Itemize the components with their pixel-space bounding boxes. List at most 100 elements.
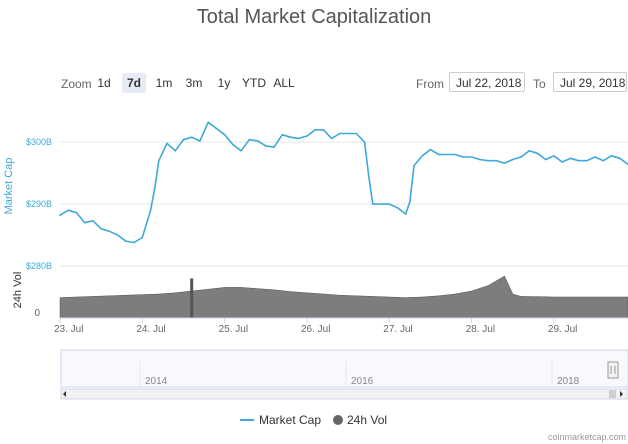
zoom-1d-button[interactable]: 1d — [97, 76, 111, 90]
market-cap-point — [561, 161, 563, 163]
legend-vol-label[interactable]: 24h Vol — [347, 413, 387, 427]
x-tick-label: 28. Jul — [466, 324, 495, 335]
market-cap-point — [372, 203, 374, 205]
market-cap-point — [479, 158, 481, 161]
market-cap-point — [314, 129, 317, 131]
credit-link[interactable]: coinmarketcap.com — [548, 432, 626, 442]
navigator-label-2018: 2018 — [557, 376, 580, 387]
market-cap-point — [586, 159, 588, 162]
market-cap-point — [133, 241, 135, 244]
market-cap-point — [388, 203, 391, 205]
vol-axis-title: 24h Vol — [12, 272, 24, 309]
market-cap-point — [149, 209, 152, 212]
market-cap-point — [363, 141, 366, 143]
market-cap-point — [544, 158, 547, 161]
market-cap-point — [487, 159, 489, 162]
scroll-right-icon[interactable] — [620, 391, 623, 397]
market-cap-point — [281, 133, 284, 136]
market-cap-point — [207, 121, 209, 124]
market-cap-point — [339, 132, 341, 135]
navigator-scrollbar[interactable] — [60, 388, 628, 400]
market-cap-point — [273, 146, 275, 148]
x-tick-label: 23. Jul — [54, 324, 83, 335]
chart-title: Total Market Capitalization — [196, 6, 432, 28]
zoom-1m-button[interactable]: 1m — [155, 76, 173, 90]
market-cap-point — [577, 159, 580, 162]
y-tick-label: $280B — [26, 261, 52, 271]
volume-series — [59, 275, 628, 319]
market-cap-point — [569, 157, 572, 160]
to-label: To — [533, 77, 546, 91]
market-cap-point — [619, 157, 621, 160]
market-cap-point — [462, 156, 465, 158]
legend-vol-swatch — [333, 415, 343, 425]
market-cap-point — [190, 136, 193, 138]
y-ticks: $300B $290B $280B — [26, 137, 52, 271]
grid-lines — [60, 141, 628, 267]
navigator-label-2016: 2016 — [351, 376, 374, 387]
x-tick-label: 26. Jul — [301, 324, 330, 335]
market-cap-point — [553, 155, 555, 157]
market-cap-point — [199, 140, 201, 142]
market-cap-point — [330, 137, 333, 140]
navigator-area[interactable] — [60, 349, 628, 388]
to-date-input[interactable]: Jul 29, 2018 — [553, 72, 627, 92]
scrollbar-thumb[interactable] — [609, 390, 616, 398]
market-cap-point — [240, 150, 242, 152]
zoom-ytd-button[interactable]: YTD — [242, 76, 266, 90]
market-cap-point — [404, 213, 407, 215]
market-cap-point — [100, 228, 102, 230]
market-cap-point — [528, 150, 530, 152]
market-cap-point — [158, 159, 160, 162]
navigator-label-2014: 2014 — [145, 376, 168, 387]
x-tick-label: 25. Jul — [219, 324, 248, 335]
market-cap-point — [83, 221, 86, 224]
zoom-1y-button[interactable]: 1y — [217, 76, 231, 90]
market-cap-point — [347, 132, 349, 135]
market-cap-point — [141, 236, 144, 239]
market-cap-point — [108, 230, 111, 233]
scroll-left-icon[interactable] — [63, 391, 66, 397]
market-cap-point — [380, 203, 382, 205]
market-cap-point — [67, 209, 69, 212]
market-cap-point — [306, 135, 308, 137]
zoom-all-button[interactable]: ALL — [273, 76, 295, 90]
zoom-7d-button[interactable]: 7d — [122, 73, 146, 93]
legend: Market Cap 24h Vol — [240, 413, 387, 427]
market-cap-point — [429, 148, 432, 151]
market-cap-point — [116, 234, 119, 236]
market-cap-point — [602, 159, 605, 162]
volume-spike-bar — [190, 278, 194, 318]
volume-area — [59, 275, 628, 319]
x-tick-label: 27. Jul — [383, 324, 412, 335]
market-cap-point — [289, 136, 292, 138]
market-cap-point — [470, 156, 473, 158]
market-cap-point — [446, 153, 448, 156]
x-ticks: 23. Jul 24. Jul 25. Jul 26. Jul 27. Jul 28. J… — [54, 318, 577, 335]
vol-zero-tick: 0 — [34, 308, 40, 319]
market-cap-point — [223, 133, 226, 136]
y-tick-label: $290B — [26, 199, 52, 209]
market-cap-point — [421, 155, 424, 157]
from-date-input[interactable]: Jul 22, 2018 — [449, 72, 525, 92]
market-cap-point — [503, 162, 506, 164]
navigator[interactable]: 2014 2016 2018 — [60, 349, 628, 400]
market-cap-point — [92, 220, 94, 222]
zoom-label: Zoom — [61, 77, 92, 91]
market-cap-point — [297, 137, 300, 140]
legend-market-cap-label[interactable]: Market Cap — [259, 413, 321, 427]
market-cap-point — [495, 159, 498, 162]
market-cap-line — [59, 121, 628, 244]
market-cap-point — [75, 211, 78, 214]
market-cap-point — [536, 152, 539, 155]
market-cap-point — [610, 155, 613, 157]
market-cap-point — [413, 164, 415, 167]
navigator-handle[interactable] — [607, 361, 619, 379]
market-cap-point — [59, 214, 61, 216]
y-axis-title: Market Cap — [3, 158, 15, 215]
market-cap-point — [232, 143, 234, 146]
market-cap-point — [174, 150, 176, 152]
zoom-3m-button[interactable]: 3m — [185, 76, 203, 90]
market-cap-point — [520, 156, 522, 158]
